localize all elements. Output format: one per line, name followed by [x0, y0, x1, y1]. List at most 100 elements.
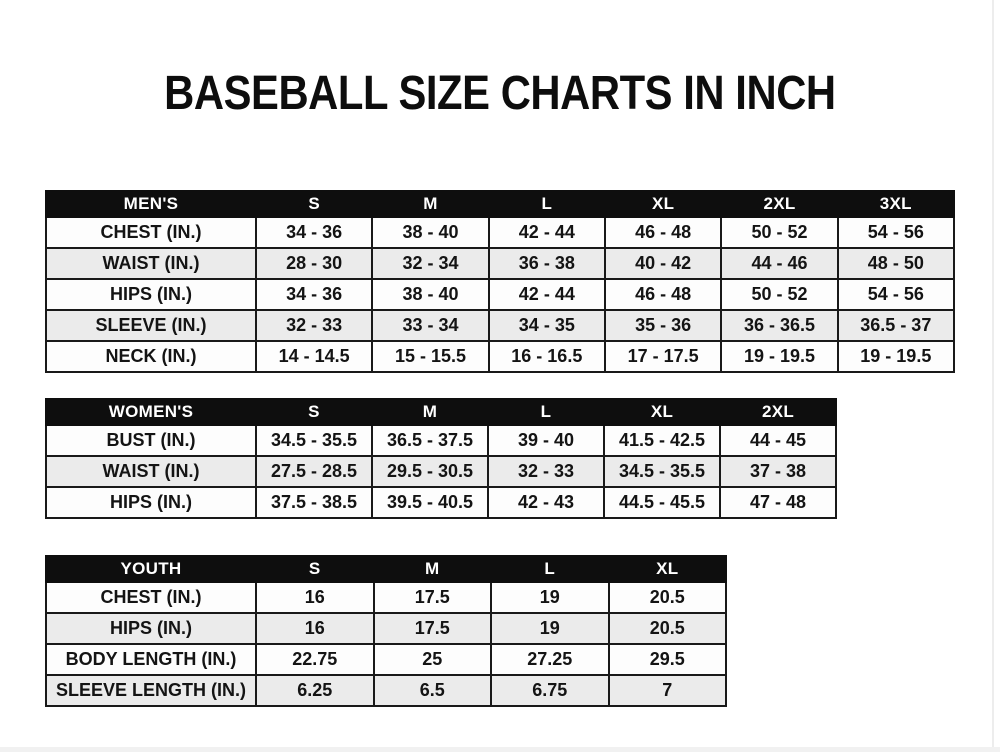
- size-value-cell: 19: [490, 581, 610, 614]
- size-value-cell: 39 - 40: [487, 424, 605, 457]
- row-label-cell: NECK (IN.): [45, 340, 257, 373]
- page-title: BASEBALL SIZE CHARTS IN INCH: [164, 67, 836, 120]
- size-value-cell: 6.25: [255, 674, 375, 707]
- size-value-cell: 29.5 - 30.5: [371, 455, 489, 488]
- header-row: MEN'S S M L XL 2XL 3XL: [45, 190, 956, 218]
- size-value-cell: 17.5: [372, 612, 492, 645]
- size-column-header: XL: [607, 555, 727, 583]
- size-value-cell: 46 - 48: [603, 216, 723, 249]
- size-value-cell: 38 - 40: [371, 216, 490, 249]
- table-row: NECK (IN.) 14 - 14.5 15 - 15.5 16 - 16.5 17 …: [45, 340, 956, 373]
- row-label-cell: HIPS (IN.): [45, 486, 257, 519]
- header-row: WOMEN'S S M L XL 2XL: [45, 398, 837, 426]
- size-column-header: L: [487, 190, 606, 218]
- size-value-cell: 25: [372, 643, 492, 676]
- size-column-header: M: [371, 190, 490, 218]
- size-value-cell: 54 - 56: [836, 278, 956, 311]
- size-value-cell: 6.75: [490, 674, 610, 707]
- mens-size-table-body: CHEST (IN.) 34 - 36 38 - 40 42 - 44 46 - 48 5…: [45, 216, 956, 373]
- size-value-cell: 22.75: [255, 643, 375, 676]
- table-row: SLEEVE LENGTH (IN.) 6.25 6.5 6.75 7: [45, 674, 727, 707]
- size-value-cell: 16: [255, 612, 375, 645]
- row-label-cell: WAIST (IN.): [45, 247, 257, 280]
- size-value-cell: 7: [607, 674, 727, 707]
- size-column-header: M: [372, 555, 492, 583]
- size-value-cell: 34.5 - 35.5: [255, 424, 373, 457]
- size-value-cell: 33 - 34: [371, 309, 490, 342]
- size-value-cell: 32 - 33: [487, 455, 605, 488]
- size-value-cell: 27.5 - 28.5: [255, 455, 373, 488]
- size-value-cell: 36.5 - 37.5: [371, 424, 489, 457]
- table-row: HIPS (IN.) 34 - 36 38 - 40 42 - 44 46 - 48 50…: [45, 278, 956, 311]
- size-value-cell: 37.5 - 38.5: [255, 486, 373, 519]
- size-value-cell: 44 - 46: [720, 247, 839, 280]
- size-value-cell: 16: [255, 581, 375, 614]
- scan-edge-strip: [0, 747, 1000, 752]
- youth-size-table-header: YOUTH S M L XL: [45, 555, 727, 583]
- size-value-cell: 48 - 50: [836, 247, 956, 280]
- row-label-cell: SLEEVE LENGTH (IN.): [45, 674, 257, 707]
- table-row: HIPS (IN.) 37.5 - 38.5 39.5 - 40.5 42 - 43 4…: [45, 486, 837, 519]
- size-value-cell: 17 - 17.5: [603, 340, 723, 373]
- size-value-cell: 36.5 - 37: [836, 309, 956, 342]
- size-value-cell: 19: [490, 612, 610, 645]
- size-column-header: L: [490, 555, 610, 583]
- size-column-header: L: [487, 398, 605, 426]
- size-column-header: 3XL: [836, 190, 956, 218]
- womens-size-table-body: BUST (IN.) 34.5 - 35.5 36.5 - 37.5 39 - 40 4…: [45, 424, 837, 519]
- table-row: WAIST (IN.) 28 - 30 32 - 34 36 - 38 40 - 42 4…: [45, 247, 956, 280]
- womens-size-table: WOMEN'S S M L XL 2XL BUST (IN.) 34.5 - 35.5 36.…: [45, 398, 837, 519]
- size-column-header: M: [371, 398, 489, 426]
- size-column-header: 2XL: [720, 190, 839, 218]
- size-column-header: 2XL: [719, 398, 837, 426]
- size-value-cell: 35 - 36: [603, 309, 723, 342]
- scan-edge-line: [992, 0, 994, 752]
- size-value-cell: 28 - 30: [254, 247, 374, 280]
- size-value-cell: 44 - 45: [719, 424, 837, 457]
- table-row: CHEST (IN.) 34 - 36 38 - 40 42 - 44 46 - 48 5…: [45, 216, 956, 249]
- youth-size-table: YOUTH S M L XL CHEST (IN.) 16 17.5 19 20.5 HIPS (…: [45, 555, 727, 707]
- row-label-cell: HIPS (IN.): [45, 612, 257, 645]
- size-value-cell: 27.25: [490, 643, 610, 676]
- size-value-cell: 20.5: [607, 581, 727, 614]
- mens-size-table-header: MEN'S S M L XL 2XL 3XL: [45, 190, 956, 218]
- size-value-cell: 39.5 - 40.5: [371, 486, 489, 519]
- row-label-cell: HIPS (IN.): [45, 278, 257, 311]
- size-value-cell: 38 - 40: [371, 278, 490, 311]
- size-column-header: S: [255, 398, 373, 426]
- size-column-header: XL: [603, 190, 723, 218]
- size-column-header: S: [255, 555, 375, 583]
- size-value-cell: 34 - 36: [254, 278, 374, 311]
- size-value-cell: 46 - 48: [603, 278, 723, 311]
- size-value-cell: 32 - 34: [371, 247, 490, 280]
- size-value-cell: 42 - 44: [487, 278, 606, 311]
- size-value-cell: 44.5 - 45.5: [603, 486, 721, 519]
- size-value-cell: 42 - 43: [487, 486, 605, 519]
- table-title-cell: YOUTH: [45, 555, 257, 583]
- size-value-cell: 17.5: [372, 581, 492, 614]
- table-title-cell: WOMEN'S: [45, 398, 257, 426]
- size-value-cell: 50 - 52: [720, 216, 839, 249]
- row-label-cell: WAIST (IN.): [45, 455, 257, 488]
- youth-size-table-body: CHEST (IN.) 16 17.5 19 20.5 HIPS (IN.) 16 17.5 1…: [45, 581, 727, 707]
- size-value-cell: 6.5: [372, 674, 492, 707]
- size-column-header: XL: [603, 398, 721, 426]
- size-value-cell: 32 - 33: [254, 309, 374, 342]
- size-value-cell: 34 - 36: [254, 216, 374, 249]
- row-label-cell: CHEST (IN.): [45, 216, 257, 249]
- table-row: CHEST (IN.) 16 17.5 19 20.5: [45, 581, 727, 614]
- size-value-cell: 19 - 19.5: [720, 340, 839, 373]
- size-value-cell: 36 - 36.5: [720, 309, 839, 342]
- header-row: YOUTH S M L XL: [45, 555, 727, 583]
- row-label-cell: BODY LENGTH (IN.): [45, 643, 257, 676]
- mens-size-table: MEN'S S M L XL 2XL 3XL CHEST (IN.) 34 - 36 38 - …: [45, 190, 956, 373]
- size-value-cell: 34.5 - 35.5: [603, 455, 721, 488]
- table-title-cell: MEN'S: [45, 190, 257, 218]
- size-value-cell: 16 - 16.5: [487, 340, 606, 373]
- size-value-cell: 15 - 15.5: [371, 340, 490, 373]
- table-row: BUST (IN.) 34.5 - 35.5 36.5 - 37.5 39 - 40 4…: [45, 424, 837, 457]
- size-value-cell: 47 - 48: [719, 486, 837, 519]
- size-value-cell: 41.5 - 42.5: [603, 424, 721, 457]
- size-value-cell: 19 - 19.5: [836, 340, 956, 373]
- table-row: BODY LENGTH (IN.) 22.75 25 27.25 29.5: [45, 643, 727, 676]
